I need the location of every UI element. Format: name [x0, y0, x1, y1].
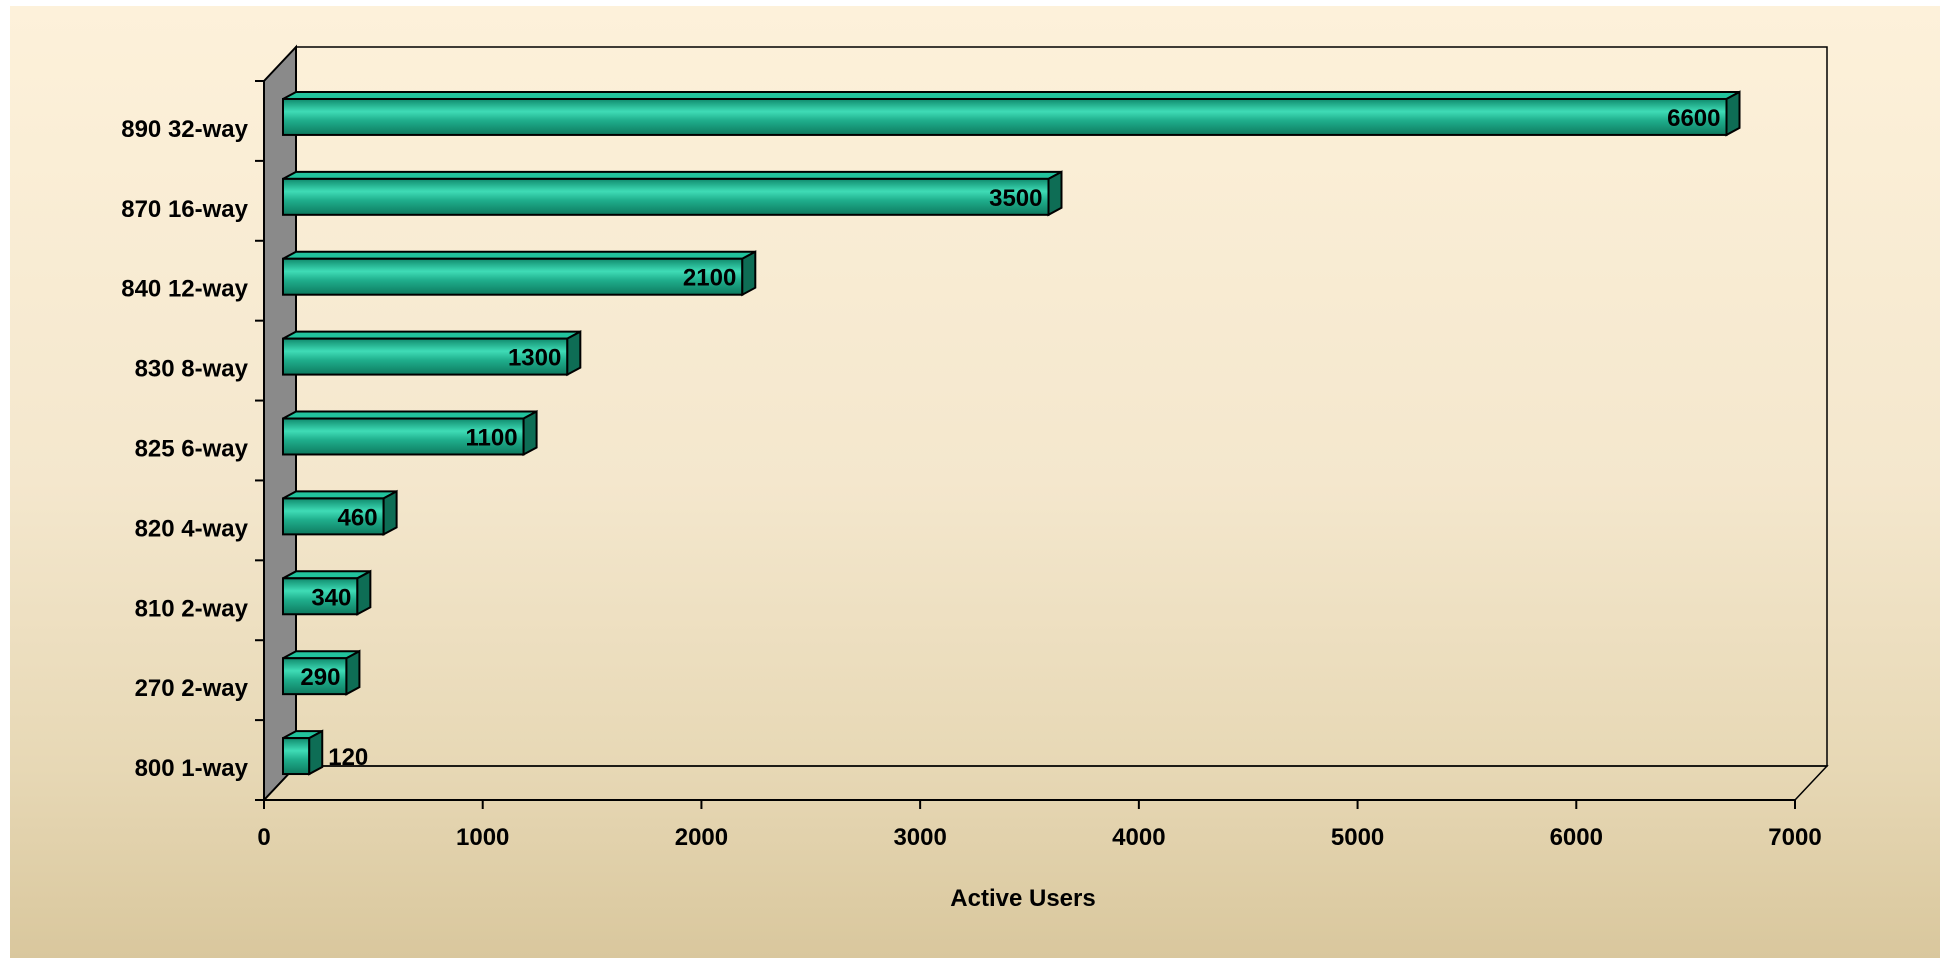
bar-front: [282, 97, 1728, 136]
x-tick-label: 1000: [456, 824, 509, 851]
data-label: 6600: [1667, 105, 1720, 132]
x-tick-label: 7000: [1768, 824, 1821, 851]
data-label: 460: [338, 504, 378, 531]
bar-front: [282, 737, 311, 776]
bar-end: [522, 409, 538, 457]
x-tick-label: 6000: [1550, 824, 1603, 851]
y-tick-label: 830 8-way: [135, 356, 249, 383]
x-axis-title: Active Users: [950, 885, 1095, 912]
data-label: 1100: [466, 425, 518, 452]
bar: [282, 569, 372, 616]
y-tick-label: 800 1-way: [135, 755, 249, 782]
y-tick-label: 890 32-way: [121, 116, 248, 143]
bar-top: [282, 90, 1740, 100]
bar-end: [356, 569, 372, 616]
y-tick-label: 870 16-way: [121, 196, 248, 223]
bar: [282, 90, 1741, 137]
bar-top: [282, 410, 538, 420]
bar: [282, 649, 361, 696]
bar-end: [382, 489, 398, 537]
back-wall: [295, 46, 1828, 767]
bar-top: [282, 250, 756, 260]
bar-end: [1725, 90, 1741, 137]
bar: [282, 729, 324, 776]
bar: [282, 329, 582, 377]
bar: [282, 489, 398, 537]
bar-end: [308, 729, 324, 776]
floor: [262, 765, 1829, 801]
axes: 0 1000 2000 3000 4000 5000 6000 7000: [255, 80, 1822, 851]
bar: [282, 250, 757, 297]
bar-front: [282, 417, 525, 456]
bar-chart: 0 1000 2000 3000 4000 5000 6000 7000 890 32-way…: [121, 44, 1829, 912]
data-label: 340: [311, 584, 351, 611]
chart-background: 0 1000 2000 3000 4000 5000 6000 7000 890 32-way…: [10, 6, 1940, 958]
labels: 890 32-way 6600 870 16-way 3500 840 12-way 21…: [121, 105, 1720, 782]
bar-end: [741, 250, 757, 297]
bar-top: [282, 490, 398, 500]
bar-front: [282, 497, 385, 536]
x-tick-label: 2000: [675, 824, 728, 851]
y-tick-label: 825 6-way: [135, 435, 249, 462]
data-label: 120: [328, 744, 368, 771]
bars: [282, 90, 1741, 776]
data-label: 3500: [989, 185, 1042, 212]
x-tick-label: 4000: [1112, 824, 1165, 851]
data-label: 1300: [508, 345, 561, 372]
bar-top: [282, 330, 581, 340]
bar-front: [282, 257, 744, 296]
bar: [282, 409, 538, 457]
bar-front: [282, 337, 569, 376]
bar-end: [566, 329, 582, 377]
x-tick-label: 0: [257, 824, 270, 851]
y-tick-label: 820 4-way: [135, 515, 249, 542]
bar-front: [282, 657, 348, 696]
y-tick-label: 840 12-way: [121, 276, 248, 303]
bar-end: [1047, 170, 1063, 217]
bar: [282, 170, 1063, 217]
x-tick-label: 5000: [1331, 824, 1384, 851]
data-label: 290: [300, 664, 340, 691]
y-tick-label: 270 2-way: [135, 675, 249, 702]
data-label: 2100: [683, 265, 736, 292]
bar-front: [282, 177, 1050, 216]
bar-top: [282, 170, 1062, 180]
y-tick-label: 810 2-way: [135, 595, 249, 622]
x-tick-label: 3000: [893, 824, 946, 851]
bar-end: [345, 649, 361, 696]
